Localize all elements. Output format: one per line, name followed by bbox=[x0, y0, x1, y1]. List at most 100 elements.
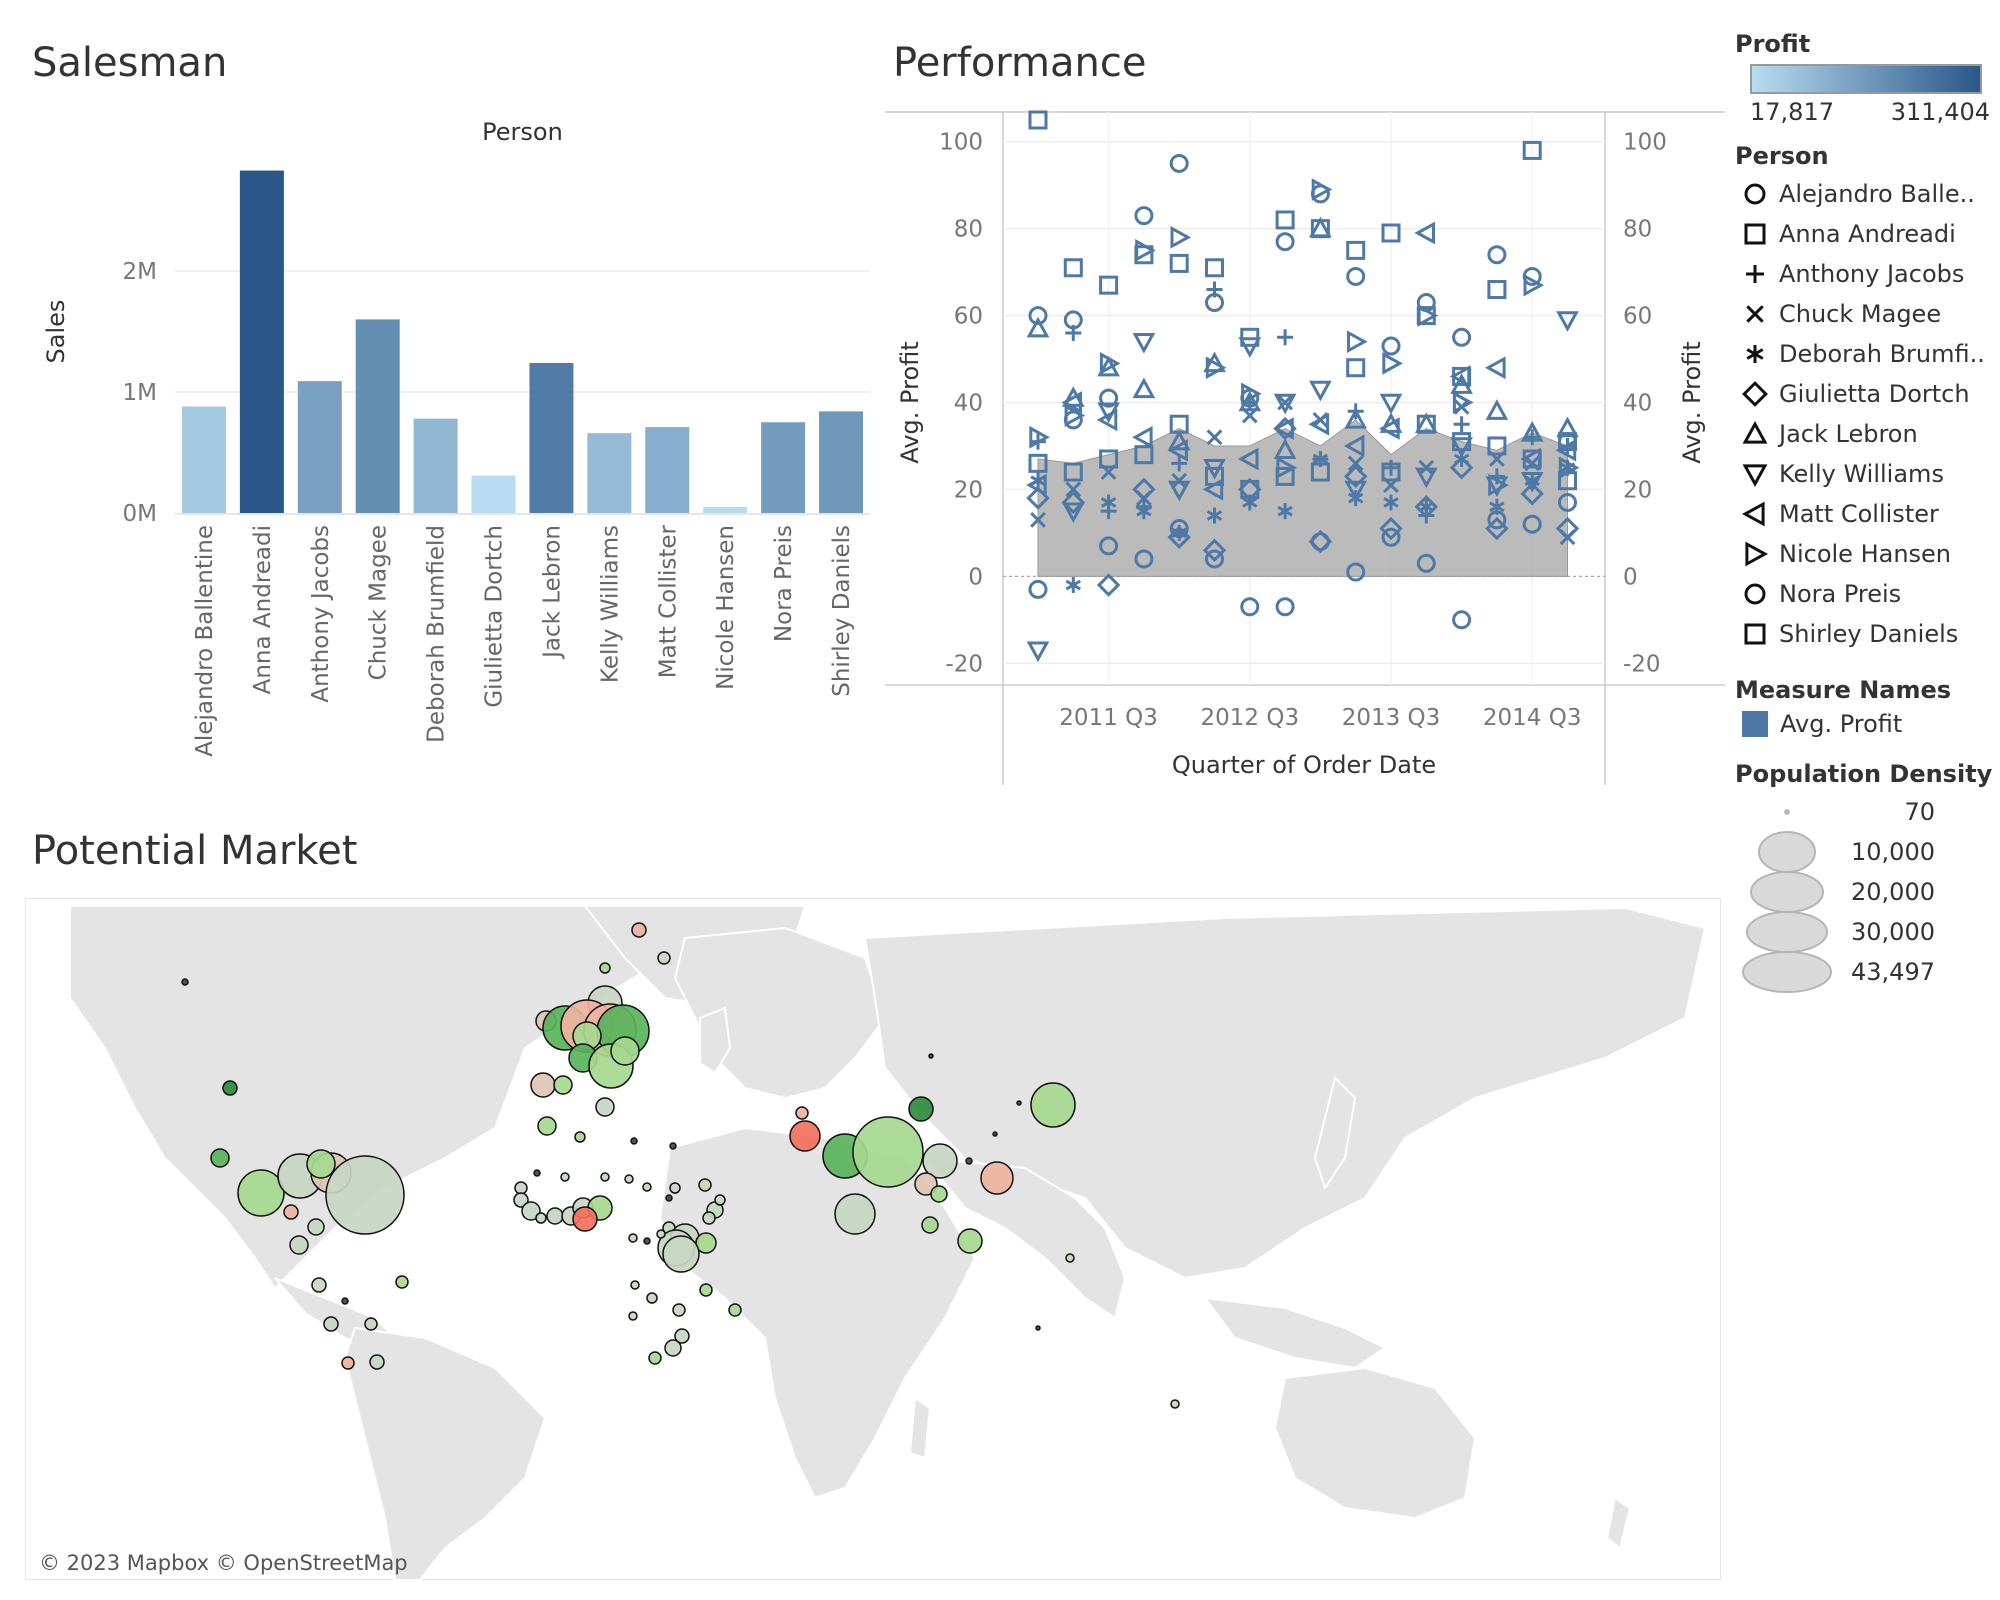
map-bubble bbox=[642, 1182, 652, 1192]
measure-legend-title: Measure Names bbox=[1735, 676, 1952, 704]
perf-point bbox=[1099, 388, 1119, 408]
person-legend-item[interactable]: Nora Preis bbox=[1735, 574, 1995, 614]
perf-y-tick-right: 80 bbox=[1623, 217, 1652, 243]
person-legend-item[interactable]: Matt Collister bbox=[1735, 494, 1995, 534]
circle-marker-icon bbox=[1744, 583, 1766, 605]
person-legend-item[interactable]: Nicole Hansen bbox=[1735, 534, 1995, 574]
perf-point bbox=[1132, 332, 1156, 354]
x-marker-icon bbox=[1746, 305, 1764, 323]
perf-point bbox=[1416, 553, 1436, 573]
perf-y-tick-left: 60 bbox=[954, 304, 983, 330]
person-legend-label: Matt Collister bbox=[1779, 500, 1939, 528]
map-bubble bbox=[1170, 1399, 1180, 1409]
perf-point bbox=[1347, 330, 1368, 353]
salesman-bar-chart[interactable]: Person Sales 0M 1M 2M Alejandro Ballentine Ann… bbox=[0, 100, 880, 790]
map-bubble bbox=[631, 922, 647, 938]
perf-x-tick-label: 2014 Q3 bbox=[1483, 705, 1582, 731]
person-legend-title: Person bbox=[1735, 142, 1829, 170]
person-legend-item[interactable]: Chuck Magee bbox=[1735, 294, 1995, 334]
perf-point bbox=[1063, 410, 1083, 430]
perf-point bbox=[1205, 466, 1224, 486]
perf-series-shirley-daniels bbox=[1028, 358, 1577, 499]
bar-category-label: Shirley Daniels bbox=[829, 525, 855, 697]
perf-x-tick-label: 2013 Q3 bbox=[1342, 705, 1441, 731]
perf-point bbox=[1343, 464, 1368, 489]
perf-y-tick-left: 100 bbox=[939, 130, 983, 156]
perf-point bbox=[1485, 399, 1509, 420]
person-legend-label: Anna Andreadi bbox=[1779, 220, 1956, 248]
performance-title: Performance bbox=[893, 40, 1147, 86]
perf-point bbox=[1418, 498, 1434, 515]
perf-point bbox=[1487, 245, 1507, 265]
person-legend-item[interactable]: Anna Andreadi bbox=[1735, 214, 1995, 254]
perf-y-tick-right: 100 bbox=[1623, 130, 1667, 156]
perf-point bbox=[1061, 490, 1086, 515]
map-bubble bbox=[628, 1233, 638, 1243]
measure-legend-item[interactable]: Avg. Profit bbox=[1735, 710, 1995, 738]
asterisk-marker-icon bbox=[1746, 345, 1764, 363]
perf-point bbox=[1167, 429, 1191, 451]
perf-point bbox=[1061, 391, 1082, 414]
bar-matt-collister bbox=[645, 427, 690, 513]
map-bubble bbox=[521, 1201, 541, 1221]
perf-point bbox=[1379, 417, 1400, 440]
map-bubble bbox=[922, 1143, 958, 1179]
map-bubble bbox=[657, 951, 671, 965]
person-legend-marker bbox=[1742, 464, 1768, 488]
perf-point bbox=[1449, 365, 1471, 388]
perf-point bbox=[1026, 641, 1050, 663]
map-bubbles bbox=[181, 922, 1180, 1409]
person-legend-marker bbox=[1744, 623, 1766, 645]
potential-market-map[interactable]: © 2023 Mapbox © OpenStreetMap bbox=[25, 898, 1721, 1580]
bar-y-axis-label: Sales bbox=[42, 300, 70, 364]
perf-point bbox=[1206, 507, 1223, 524]
map-bubble bbox=[341, 1297, 349, 1305]
person-legend-marker bbox=[1745, 541, 1769, 567]
person-legend-item[interactable]: Giulietta Dortch bbox=[1735, 374, 1995, 414]
person-legend-item[interactable]: Kelly Williams bbox=[1735, 454, 1995, 494]
person-legend-label: Kelly Williams bbox=[1779, 460, 1944, 488]
perf-point bbox=[1452, 391, 1474, 414]
perf-point bbox=[1556, 311, 1579, 332]
map-bubble bbox=[921, 1216, 939, 1234]
map-bubble bbox=[553, 1075, 573, 1095]
perf-y-tick-left: 80 bbox=[954, 217, 983, 243]
person-legend-label: Jack Lebron bbox=[1779, 420, 1918, 448]
person-legend: Alejandro Balle.. Anna Andreadi Anthony Ja… bbox=[1735, 174, 1995, 654]
perf-point bbox=[1065, 324, 1082, 341]
map-bubble bbox=[311, 1277, 327, 1293]
bar-category-label: Alejandro Ballentine bbox=[192, 525, 218, 757]
map-bubble bbox=[630, 1280, 640, 1290]
person-legend-item[interactable]: Shirley Daniels bbox=[1735, 614, 1995, 654]
person-legend-item[interactable]: Deborah Brumfi.. bbox=[1735, 334, 1995, 374]
person-legend-label: Nora Preis bbox=[1779, 580, 1902, 608]
perf-point bbox=[1135, 239, 1156, 262]
perf-point bbox=[1522, 140, 1542, 160]
map-bubble bbox=[574, 1131, 586, 1143]
perf-point bbox=[1309, 216, 1332, 238]
profit-max-label: 311,404 bbox=[1890, 98, 1990, 126]
map-bubble bbox=[628, 1311, 638, 1321]
perf-point bbox=[1346, 240, 1366, 260]
perf-series-anna-andreadi bbox=[1028, 110, 1577, 491]
density-legend-label: 43,497 bbox=[1851, 958, 1935, 986]
perf-point bbox=[1558, 432, 1577, 452]
perf-point bbox=[1346, 266, 1366, 286]
triangle-up-marker-icon bbox=[1742, 420, 1768, 444]
perf-point bbox=[1099, 536, 1119, 556]
perf-x-tick-label: 2011 Q3 bbox=[1059, 705, 1158, 731]
map-bubble bbox=[546, 1207, 564, 1225]
person-legend-item[interactable]: Anthony Jacobs bbox=[1735, 254, 1995, 294]
perf-point bbox=[1099, 449, 1119, 469]
performance-scatter-chart[interactable]: -20 -20 0 0 20 20 40 40 60 60 80 80 100 100 Avg. Profi… bbox=[880, 100, 1730, 800]
person-legend-item[interactable]: Jack Lebron bbox=[1735, 414, 1995, 454]
perf-series-jack-lebron bbox=[1026, 216, 1579, 460]
perf-point bbox=[1205, 549, 1224, 569]
perf-y-tick-left: -20 bbox=[945, 651, 983, 677]
density-legend-circle bbox=[1750, 871, 1824, 913]
perf-point bbox=[1277, 329, 1294, 346]
map-bubble bbox=[669, 1142, 677, 1150]
person-legend-item[interactable]: Alejandro Balle.. bbox=[1735, 174, 1995, 214]
perf-point bbox=[1308, 412, 1330, 436]
perf-point bbox=[1273, 417, 1294, 440]
